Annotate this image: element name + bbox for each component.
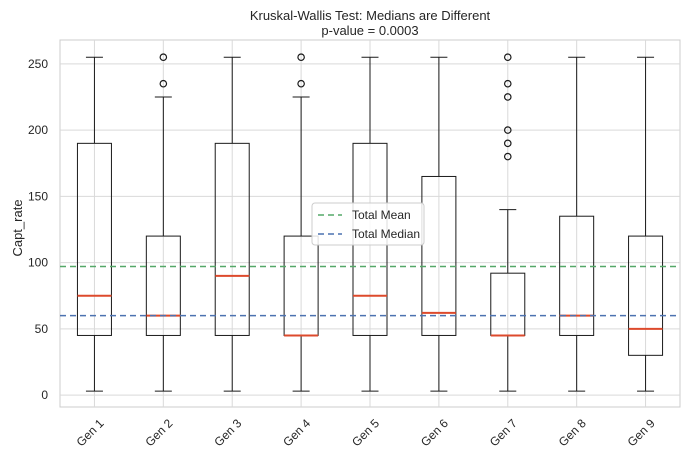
y-tick-label: 0 — [41, 388, 48, 402]
outlier-point — [159, 53, 168, 62]
outlier-point — [503, 152, 512, 161]
y-tick-label: 250 — [28, 57, 48, 71]
outlier-point — [503, 126, 512, 134]
x-tick-label: Gen 7 — [487, 416, 520, 449]
x-tick-label: Gen 3 — [211, 416, 244, 449]
legend-label: Total Median — [352, 227, 420, 241]
outlier-point — [159, 79, 168, 88]
outlier-point — [503, 53, 512, 62]
iqr-box — [559, 215, 595, 336]
outlier-point — [503, 139, 512, 148]
x-tick-label: Gen 4 — [280, 416, 313, 449]
x-tick-label: Gen 1 — [74, 416, 107, 449]
outlier-point — [297, 53, 305, 62]
outlier-point — [297, 79, 305, 88]
iqr-box — [628, 235, 664, 356]
y-tick-label: 150 — [28, 189, 48, 203]
chart-title: Kruskal-Wallis Test: Medians are Differe… — [250, 8, 491, 23]
x-tick-label: Gen 8 — [556, 416, 589, 449]
y-tick-label: 200 — [28, 123, 48, 137]
iqr-box — [76, 142, 112, 336]
chart-subtitle: p-value = 0.0003 — [321, 23, 418, 38]
outlier-point — [503, 79, 512, 88]
y-tick-label: 50 — [35, 322, 49, 336]
iqr-box — [421, 175, 457, 336]
x-tick-label: Gen 5 — [349, 416, 382, 449]
outlier-point — [503, 93, 512, 101]
x-tick-label: Gen 9 — [625, 416, 658, 449]
iqr-box — [145, 235, 181, 336]
legend-label: Total Mean — [352, 208, 411, 222]
y-axis-label: Capt_rate — [10, 199, 25, 256]
x-tick-label: Gen 2 — [142, 416, 175, 449]
iqr-box — [214, 142, 250, 336]
y-tick-label: 100 — [28, 256, 48, 270]
x-tick-label: Gen 6 — [418, 416, 451, 449]
plot-area: 0 50 100 150 200 250 Gen 1 Gen 2 Gen 3 Gen 4 Gen 5… — [28, 39, 681, 449]
